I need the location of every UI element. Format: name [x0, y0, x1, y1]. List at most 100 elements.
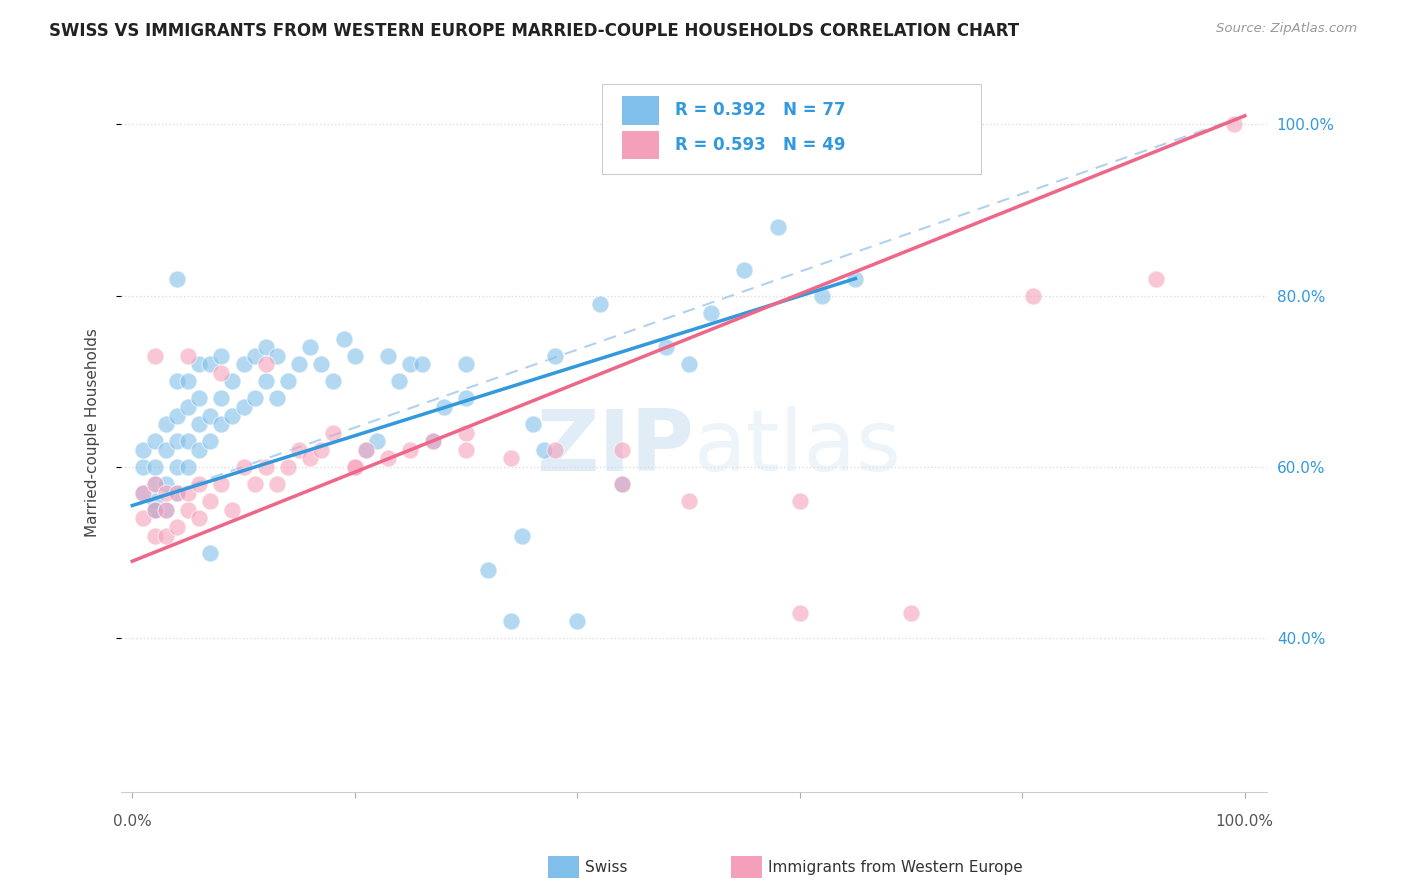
Point [1144, 271, 1167, 285]
Point [243, 349, 266, 363]
Point [198, 357, 221, 371]
Point [188, 357, 211, 371]
Point [198, 434, 221, 449]
Point [166, 271, 188, 285]
Point [388, 375, 411, 389]
Point [422, 434, 444, 449]
Point [411, 357, 433, 371]
Point [544, 349, 567, 363]
Point [454, 357, 477, 371]
Point [143, 503, 166, 517]
Point [177, 375, 200, 389]
Point [366, 434, 388, 449]
Point [321, 425, 343, 440]
Point [166, 460, 188, 475]
Y-axis label: Married-couple Households: Married-couple Households [86, 328, 100, 537]
Text: SWISS VS IMMIGRANTS FROM WESTERN EUROPE MARRIED-COUPLE HOUSEHOLDS CORRELATION CH: SWISS VS IMMIGRANTS FROM WESTERN EUROPE … [49, 22, 1019, 40]
Point [143, 349, 166, 363]
Point [343, 349, 366, 363]
Point [266, 392, 288, 406]
Point [733, 263, 755, 277]
Point [188, 511, 211, 525]
Text: ZIP: ZIP [536, 406, 695, 489]
Point [321, 375, 343, 389]
Point [588, 297, 610, 311]
Point [143, 477, 166, 491]
Text: atlas: atlas [695, 406, 903, 489]
Point [811, 288, 834, 302]
Point [610, 442, 633, 457]
Text: Swiss: Swiss [585, 860, 627, 874]
Point [155, 528, 177, 542]
Point [243, 477, 266, 491]
Point [354, 442, 377, 457]
Point [132, 511, 155, 525]
Point [678, 357, 700, 371]
Point [499, 451, 522, 466]
Point [544, 442, 567, 457]
Point [433, 400, 456, 414]
Point [155, 485, 177, 500]
Point [198, 409, 221, 423]
Point [900, 606, 922, 620]
Point [454, 425, 477, 440]
Point [332, 332, 354, 346]
Point [299, 340, 322, 354]
Point [454, 442, 477, 457]
Point [844, 271, 866, 285]
Point [678, 494, 700, 508]
Point [198, 546, 221, 560]
Text: 100.0%: 100.0% [1216, 814, 1274, 829]
Point [499, 614, 522, 628]
Point [166, 409, 188, 423]
Point [789, 606, 811, 620]
Point [155, 503, 177, 517]
Point [232, 460, 254, 475]
Point [277, 460, 299, 475]
Text: 0.0%: 0.0% [112, 814, 152, 829]
Point [209, 366, 232, 380]
Point [155, 503, 177, 517]
Point [311, 442, 333, 457]
Text: R = 0.593   N = 49: R = 0.593 N = 49 [675, 136, 845, 154]
Bar [621, 130, 658, 160]
Point [221, 503, 243, 517]
Point [221, 375, 243, 389]
FancyBboxPatch shape [602, 84, 980, 174]
Point [288, 357, 311, 371]
Point [132, 485, 155, 500]
Point [399, 357, 422, 371]
Point [166, 434, 188, 449]
Point [700, 306, 723, 320]
Point [188, 417, 211, 432]
Point [254, 357, 277, 371]
Point [610, 477, 633, 491]
Point [143, 528, 166, 542]
Point [266, 349, 288, 363]
Point [243, 392, 266, 406]
Point [232, 357, 254, 371]
Point [254, 340, 277, 354]
Point [143, 503, 166, 517]
Point [311, 357, 333, 371]
Point [209, 392, 232, 406]
Point [221, 409, 243, 423]
Point [209, 349, 232, 363]
Point [155, 477, 177, 491]
Point [343, 460, 366, 475]
Point [567, 614, 589, 628]
Point [766, 220, 789, 235]
Point [522, 417, 544, 432]
Point [177, 460, 200, 475]
Point [143, 477, 166, 491]
Point [155, 442, 177, 457]
Point [354, 442, 377, 457]
Point [377, 349, 399, 363]
Point [1022, 288, 1045, 302]
Text: R = 0.392   N = 77: R = 0.392 N = 77 [675, 102, 845, 120]
Point [254, 375, 277, 389]
Point [789, 494, 811, 508]
Point [266, 477, 288, 491]
Point [166, 485, 188, 500]
Text: Immigrants from Western Europe: Immigrants from Western Europe [768, 860, 1022, 874]
